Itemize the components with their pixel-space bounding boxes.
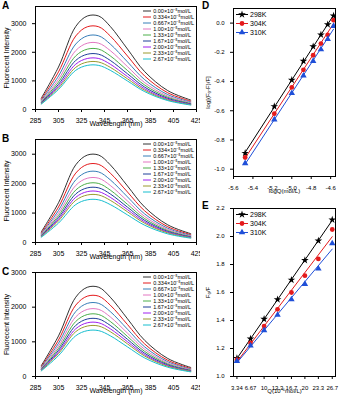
svg-text:-0.6: -0.6 xyxy=(214,108,225,114)
svg-text:23.3: 23.3 xyxy=(313,385,325,391)
svg-text:1.6: 1.6 xyxy=(216,289,225,295)
svg-text:0.0: 0.0 xyxy=(216,20,225,26)
svg-text:Fluorecent Intensity: Fluorecent Intensity xyxy=(3,160,11,222)
svg-text:2000: 2000 xyxy=(11,180,27,187)
svg-text:6.67: 6.67 xyxy=(245,385,257,391)
svg-text:1.2: 1.2 xyxy=(216,345,225,351)
svg-text:385: 385 xyxy=(145,117,157,124)
svg-text:3.34: 3.34 xyxy=(231,385,243,391)
svg-text:1000: 1000 xyxy=(11,338,27,345)
svg-text:2.0: 2.0 xyxy=(216,233,225,239)
svg-text:405: 405 xyxy=(168,384,180,391)
svg-text:-4.6: -4.6 xyxy=(325,185,336,191)
svg-text:Fluorecent Intensity: Fluorecent Intensity xyxy=(3,293,11,355)
svg-text:325: 325 xyxy=(76,117,88,124)
svg-text:Wavelength (nm): Wavelength (nm) xyxy=(89,120,142,128)
svg-text:425: 425 xyxy=(191,117,200,124)
svg-text:Q(10⁻⁶mol/L): Q(10⁻⁶mol/L) xyxy=(267,388,301,394)
svg-text:305: 305 xyxy=(53,117,65,124)
svg-text:26.7: 26.7 xyxy=(326,385,338,391)
svg-text:405: 405 xyxy=(168,117,180,124)
svg-text:-0.4: -0.4 xyxy=(214,78,225,84)
svg-text:log[(F₀-F)/F]: log[(F₀-F)/F] xyxy=(205,76,211,109)
svg-text:285: 285 xyxy=(30,384,42,391)
svg-text:425: 425 xyxy=(191,250,200,257)
svg-text:305: 305 xyxy=(53,384,65,391)
svg-text:0: 0 xyxy=(23,373,27,380)
svg-text:2000: 2000 xyxy=(11,49,27,56)
svg-text:305: 305 xyxy=(53,250,65,257)
svg-text:logQ(mol/L): logQ(mol/L) xyxy=(269,188,300,194)
svg-text:20: 20 xyxy=(302,385,309,391)
svg-text:-5.4: -5.4 xyxy=(248,185,259,191)
svg-text:385: 385 xyxy=(145,250,157,257)
svg-text:Wavelength (nm): Wavelength (nm) xyxy=(89,387,142,395)
svg-text:F₀/F: F₀/F xyxy=(205,286,211,298)
svg-text:1000: 1000 xyxy=(11,77,27,84)
svg-text:1.4: 1.4 xyxy=(216,317,225,323)
svg-text:385: 385 xyxy=(145,384,157,391)
svg-text:1.8: 1.8 xyxy=(216,261,225,267)
svg-text:2000: 2000 xyxy=(11,303,27,310)
svg-text:1000: 1000 xyxy=(11,209,27,216)
svg-text:285: 285 xyxy=(30,250,42,257)
svg-text:-1.0: -1.0 xyxy=(214,166,225,172)
svg-text:-4.8: -4.8 xyxy=(306,185,317,191)
svg-text:325: 325 xyxy=(76,384,88,391)
svg-text:425: 425 xyxy=(191,384,200,391)
svg-text:3000: 3000 xyxy=(11,150,27,157)
svg-text:0: 0 xyxy=(23,239,27,246)
svg-text:Wavelength (nm): Wavelength (nm) xyxy=(89,253,142,261)
svg-text:3000: 3000 xyxy=(11,20,27,27)
svg-text:Fluorecent Intensity: Fluorecent Intensity xyxy=(3,27,11,89)
svg-text:3000: 3000 xyxy=(11,269,27,276)
svg-text:-0.2: -0.2 xyxy=(214,49,225,55)
svg-text:285: 285 xyxy=(30,117,42,124)
svg-text:0: 0 xyxy=(23,106,27,113)
svg-text:2.2: 2.2 xyxy=(216,205,225,211)
svg-text:1.0: 1.0 xyxy=(216,373,225,379)
svg-text:-0.8: -0.8 xyxy=(214,137,225,143)
svg-text:405: 405 xyxy=(168,250,180,257)
svg-text:-5.6: -5.6 xyxy=(228,185,239,191)
svg-text:325: 325 xyxy=(76,250,88,257)
